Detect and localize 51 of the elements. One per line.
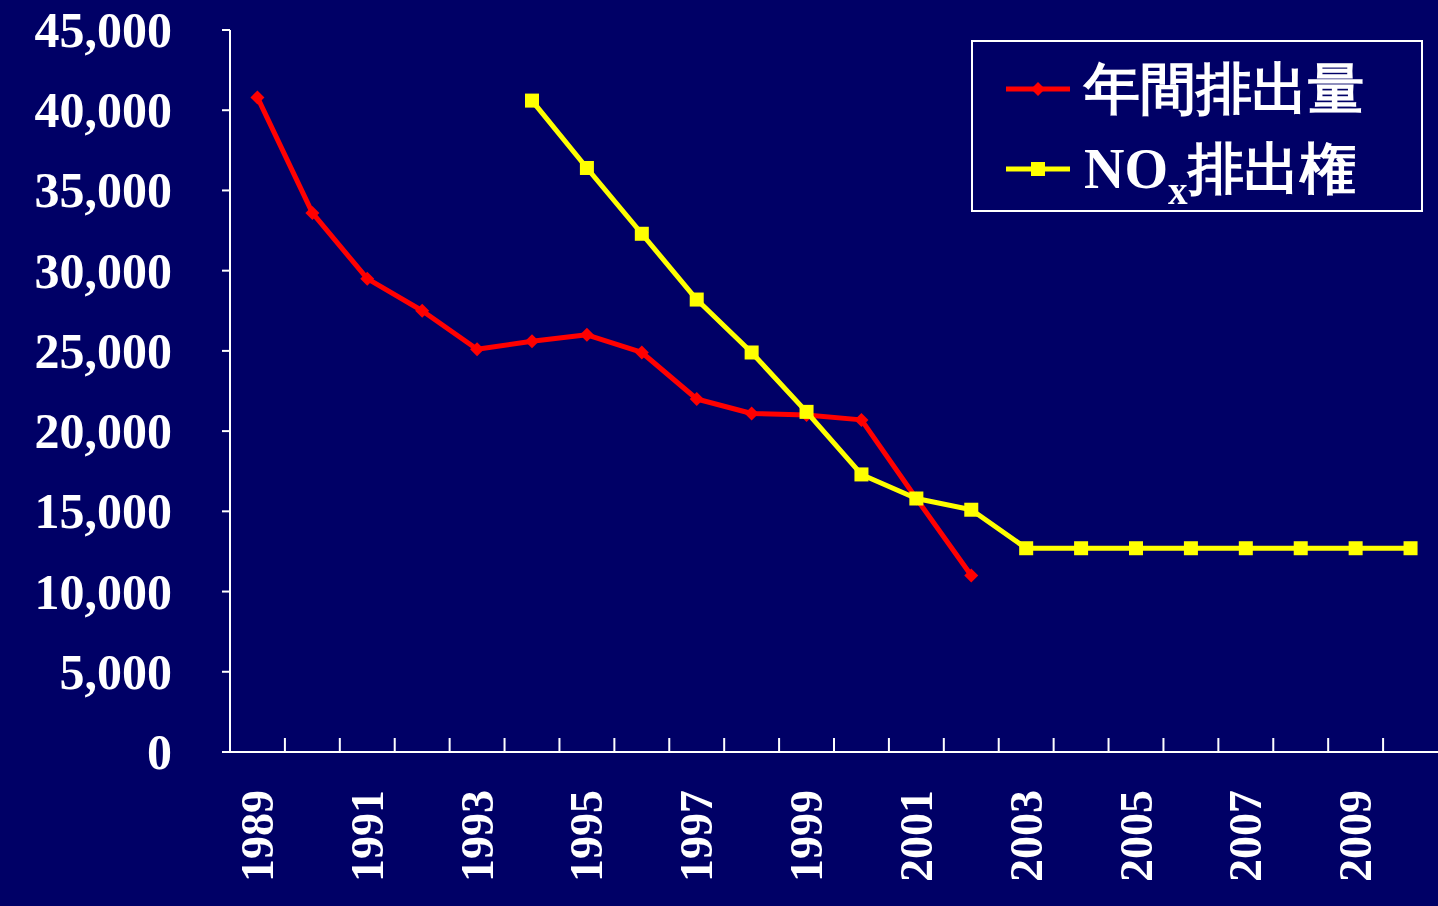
legend-label: 年間排出量 — [1082, 58, 1364, 120]
point — [1238, 541, 1253, 556]
point — [634, 345, 649, 360]
point — [1129, 541, 1143, 556]
y-tick-label: 5,000 — [59, 643, 172, 700]
point — [689, 292, 704, 307]
point — [1019, 541, 1034, 556]
point — [634, 226, 649, 241]
point — [470, 342, 485, 357]
point — [360, 271, 375, 286]
point — [744, 406, 759, 421]
x-tick-label: 1999 — [781, 790, 833, 882]
x-tick-label: 1995 — [561, 790, 613, 882]
y-tick-label: 35,000 — [34, 162, 172, 219]
x-tick-label: 2005 — [1110, 790, 1162, 882]
x-tick-label: 2009 — [1330, 790, 1382, 882]
y-tick-label: 15,000 — [34, 483, 172, 540]
point — [525, 334, 539, 349]
x-tick-label: 1991 — [341, 790, 393, 882]
y-tick-label: 10,000 — [34, 563, 172, 620]
point — [305, 205, 320, 220]
point — [854, 467, 869, 482]
point — [1074, 541, 1089, 556]
x-tick-label: 1997 — [671, 790, 723, 882]
legend-label: NO$_{x}$排出権 — [1084, 138, 1356, 212]
point — [744, 345, 759, 360]
y-tick-label: 40,000 — [34, 82, 172, 139]
point — [799, 404, 814, 419]
x-tick-label: 2007 — [1220, 790, 1272, 882]
point — [854, 412, 869, 427]
point — [1403, 541, 1418, 556]
point — [689, 392, 704, 407]
point — [964, 502, 979, 517]
point — [579, 160, 594, 175]
point — [1348, 541, 1363, 556]
point — [579, 327, 594, 342]
point — [250, 90, 265, 105]
y-tick-label: 30,000 — [34, 242, 172, 299]
x-tick-label: 1989 — [231, 790, 283, 882]
point — [525, 93, 539, 108]
x-tick-label: 1993 — [451, 790, 503, 882]
x-tick-label: 2001 — [890, 790, 942, 882]
point — [1293, 541, 1308, 556]
point — [1183, 541, 1198, 556]
x-tick-label: 2003 — [1000, 790, 1052, 882]
y-tick-label: 20,000 — [34, 403, 172, 460]
y-tick-label: 0 — [147, 724, 172, 780]
y-tick-label: 45,000 — [34, 2, 172, 58]
y-tick-label: 25,000 — [34, 322, 172, 379]
point — [964, 568, 979, 583]
point — [415, 303, 430, 318]
